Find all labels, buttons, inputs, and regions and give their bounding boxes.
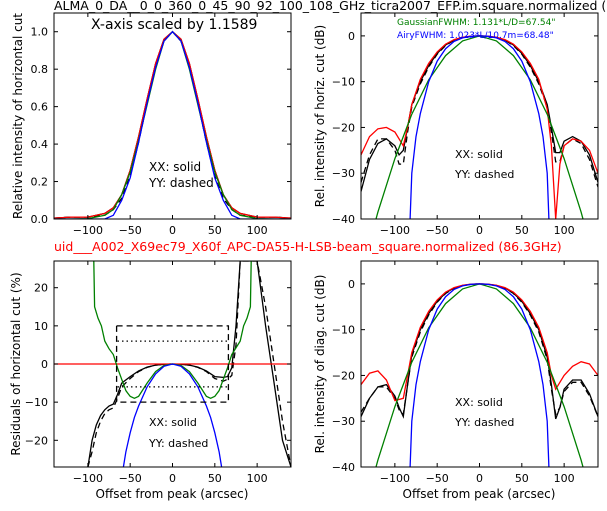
series-black-solid-line [54,30,291,219]
y-axis-label: Rel. intensity of horiz. cut (dB) [313,25,327,207]
x-tick-label: −100 [73,224,103,237]
series-blue-solid-line [409,35,550,219]
xx-annotation: XX: solid [455,396,503,409]
series-blue-solid-line [409,283,550,467]
axes-frame [360,12,599,220]
series-black-dashed-line [361,283,598,417]
panel-horizontal-cut-linear: −100 −50 0 50 100 0.0 0.2 0.4 0.6 0.8 1.0 X-axis s… [11,12,292,237]
x-tick-label: 100 [247,472,268,485]
panel-diagonal-cut-db: −100 −50 0 50 100−40−30−20−100 XX: solid YY:… [313,260,599,501]
x-tick-label: 100 [554,224,575,237]
y-tick-label: −10 [332,76,355,89]
y-tick-label: −10 [332,324,355,337]
y-tick-label: 0.4 [31,138,49,151]
figure-subtitle: uid___A002_X69ec79_X60f_APC-DA55-H-LSB-b… [54,239,562,254]
x-tick-label: 50 [208,224,222,237]
x-tick-label: 100 [554,472,575,485]
y-tick-label: 10 [34,320,48,333]
series-blue-solid-line [54,30,291,219]
x-tick-label: −50 [119,472,142,485]
x-tick-label: 0 [476,224,483,237]
series-red-solid-line [361,283,598,402]
y-tick-label: 0.8 [31,63,49,76]
series-black-dashed-line [87,261,291,467]
x-tick-label: 0 [169,224,176,237]
scale-annotation: X-axis scaled by 1.1589 [91,17,257,33]
y-tick-label: −10 [25,396,48,409]
x-tick-label: 0 [169,472,176,485]
y-tick-label: 0.0 [31,213,49,226]
x-axis-label: Offset from peak (arcsec) [96,487,249,501]
x-tick-label: 50 [515,224,529,237]
y-tick-label: −20 [332,369,355,382]
x-tick-label: −50 [426,224,449,237]
series-red-solid-line [54,30,291,219]
y-tick-label: 20 [34,282,48,295]
series-black-dashed-line [54,30,291,219]
yy-annotation: YY: dashed [148,176,214,190]
y-tick-label: −40 [332,461,355,474]
y-tick-label: −20 [25,434,48,447]
xx-annotation: XX: solid [149,416,197,429]
x-tick-label: −50 [119,224,142,237]
y-tick-label: 0.6 [31,101,49,114]
x-tick-label: −100 [73,472,103,485]
yy-annotation: YY: dashed [454,416,514,429]
y-tick-label: −30 [332,415,355,428]
x-tick-label: 50 [208,472,222,485]
series-green-solid-line [93,261,252,400]
y-tick-label: 0.2 [31,176,49,189]
x-tick-label: −100 [380,472,410,485]
series-black-dashed-line [361,35,598,188]
x-tick-label: 50 [515,472,529,485]
panel-horizontal-cut-db: −100 −50 0 50 100−40−30−20−100 GaussianFWHM:… [313,12,599,237]
gaussian-fwhm-annotation: GaussianFWHM: 1.131*L/D=67.54" [397,18,555,28]
y-axis-label: Residuals of horizontal cut (%) [9,272,23,455]
xx-annotation: XX: solid [149,160,201,174]
yy-annotation: YY: dashed [148,437,208,450]
y-axis-label: Relative intensity of horizontal cut [11,13,25,219]
y-tick-label: 1.0 [31,26,49,39]
y-tick-label: 0 [41,358,48,371]
x-tick-label: 100 [247,224,268,237]
x-axis-label: Offset from peak (arcsec) [403,487,556,501]
y-tick-label: 0 [348,30,355,43]
y-tick-label: 0 [348,278,355,291]
series-blue-solid-line [122,363,223,467]
y-tick-label: −20 [332,121,355,134]
series-green-solid-line [54,30,291,219]
series-black-dashed-line [115,325,230,403]
xx-annotation: XX: solid [455,148,503,161]
y-axis-label: Rel. intensity of diag. cut (dB) [313,275,327,454]
y-tick-label: −40 [332,213,355,226]
x-tick-label: −100 [380,224,410,237]
x-tick-label: 0 [476,472,483,485]
axes-frame [360,260,599,468]
x-tick-label: −50 [426,472,449,485]
figure-title: ALMA_0_DA__0_0_360_0_45_90_92_100_108_GH… [54,0,606,13]
y-tick-label: −30 [332,167,355,180]
airy-fwhm-annotation: AiryFWHM: 1.023*L/10.7m=68.48" [397,31,554,41]
series-red-solid-line [361,35,598,219]
yy-annotation: YY: dashed [454,168,514,181]
